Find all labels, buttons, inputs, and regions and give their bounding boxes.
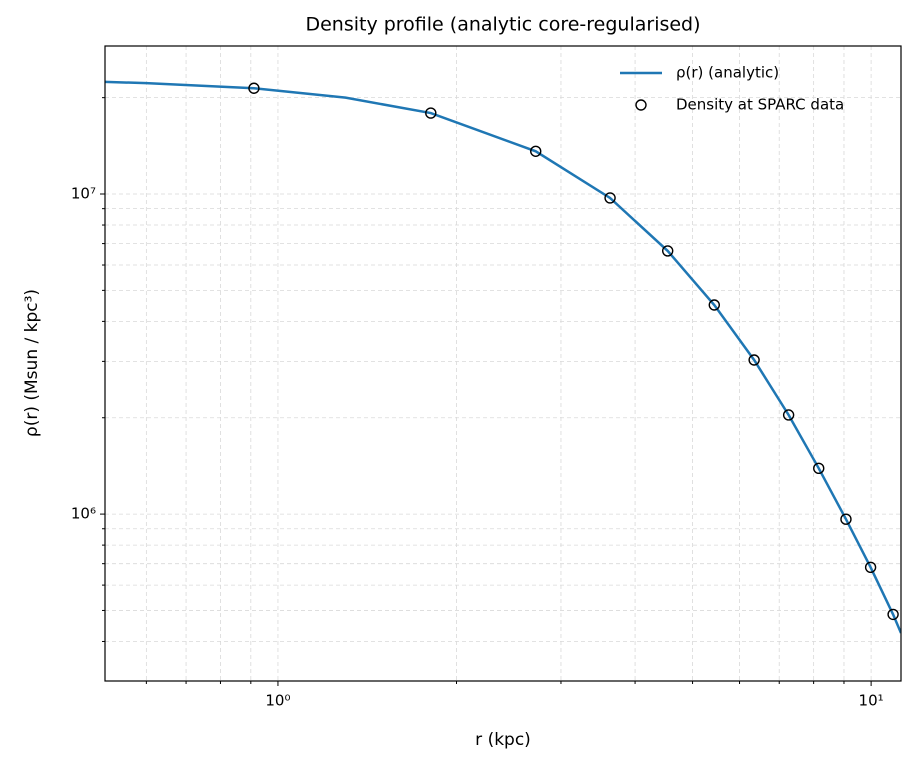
y-tick-label: 10⁶ <box>71 505 96 523</box>
data-point <box>748 354 760 366</box>
x-tick-label: 10⁰ <box>265 692 290 710</box>
data-point <box>604 192 616 204</box>
data-line <box>105 80 901 634</box>
data-point <box>708 299 720 311</box>
data-point <box>530 145 542 157</box>
y-axis-label: ρ(r) (Msun / kpc³) <box>22 289 42 437</box>
chart-title: Density profile (analytic core-regularis… <box>305 14 700 36</box>
data-point <box>813 462 825 475</box>
y-tick-label: 10⁷ <box>71 185 96 203</box>
x-axis-label: r (kpc) <box>475 730 531 750</box>
legend-label: ρ(r) (analytic) <box>676 64 779 82</box>
data-point <box>782 409 795 421</box>
data-point <box>840 513 852 525</box>
data-point <box>864 561 877 573</box>
data-point <box>887 608 899 621</box>
data-point <box>248 82 260 94</box>
legend-label: Density at SPARC data <box>676 96 844 114</box>
data-point <box>425 107 437 119</box>
plot-frame <box>104 45 902 682</box>
legend-swatch <box>635 99 647 111</box>
x-tick-label: 10¹ <box>859 692 884 710</box>
data-point <box>661 245 674 257</box>
